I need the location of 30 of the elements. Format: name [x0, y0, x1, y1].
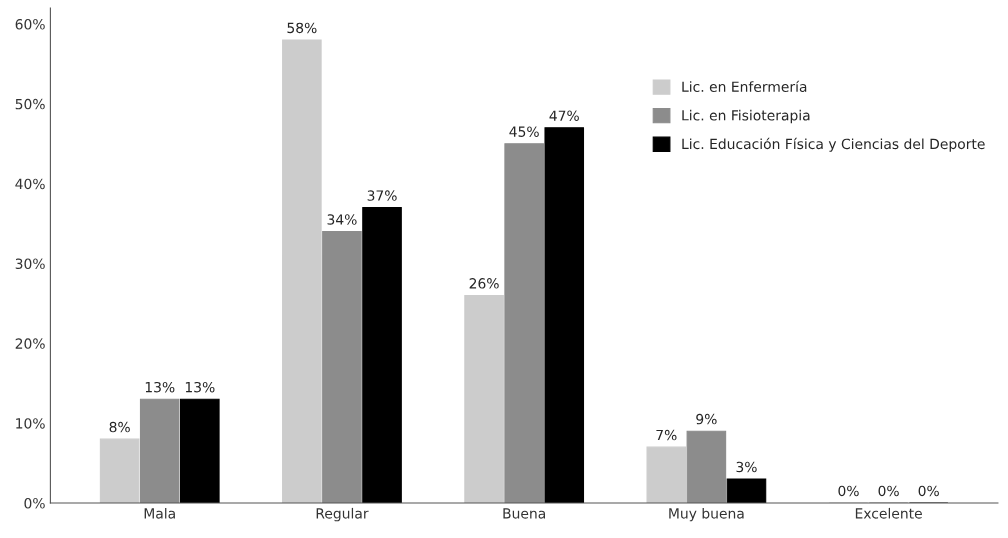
- data-label: 34%: [327, 214, 357, 225]
- y-tick-label: 50%: [15, 98, 45, 110]
- legend-label: Lic. Educación Física y Ciencias del Deporte: [682, 137, 985, 152]
- y-tick-label: 30%: [15, 258, 45, 270]
- data-label: 37%: [367, 190, 397, 201]
- data-label: 47%: [549, 110, 579, 121]
- x-tick-label: Regular: [316, 507, 369, 522]
- y-tick-label: 40%: [15, 178, 45, 190]
- data-label: 0%: [878, 485, 899, 497]
- x-tick-label: Mala: [144, 507, 175, 519]
- y-tick-label: 20%: [15, 338, 45, 349]
- x-tick-label: Excelente: [855, 507, 922, 519]
- y-tick-label: 10%: [16, 418, 45, 429]
- x-tick-label: Buena: [503, 508, 545, 519]
- legend-label: Lic. en Fisioterapia: [682, 109, 810, 124]
- x-tick-label: Muy buena: [669, 507, 744, 522]
- data-label: 9%: [696, 413, 717, 425]
- data-label: 0%: [838, 485, 859, 497]
- data-label: 26%: [469, 278, 499, 289]
- data-label: 8%: [109, 421, 130, 433]
- data-label: 45%: [509, 126, 539, 137]
- data-label: 7%: [656, 429, 677, 441]
- data-label: 13%: [185, 381, 215, 393]
- data-label: 0%: [918, 485, 939, 497]
- legend-label: Lic. en Enfermería: [682, 80, 807, 92]
- data-label: 13%: [145, 381, 175, 393]
- y-tick-label: 0%: [24, 498, 45, 509]
- y-tick-label: 60%: [15, 19, 45, 30]
- data-label: 3%: [736, 461, 757, 473]
- data-label: 58%: [287, 22, 317, 34]
